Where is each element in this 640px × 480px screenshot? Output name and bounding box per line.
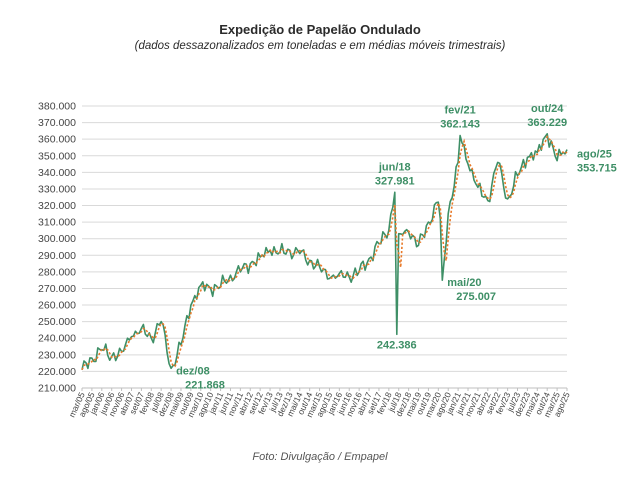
- y-tick-label: 300.000: [38, 233, 76, 245]
- y-tick-label: 270.000: [38, 283, 76, 295]
- annotation-label: out/24: [531, 103, 564, 115]
- annotations: dez/08 221.868 jun/18 327.981 242.386 mai/20 2…: [176, 103, 617, 391]
- annotation-label: ago/25: [577, 149, 612, 161]
- annotation-label: jun/18: [378, 161, 411, 173]
- annotation-value: 353.715: [577, 163, 617, 175]
- annotation-value: 363.229: [527, 117, 567, 129]
- annotation-value: 275.007: [456, 291, 496, 303]
- y-tick-label: 360.000: [38, 134, 76, 146]
- y-tick-label: 370.000: [38, 117, 76, 129]
- y-tick-label: 220.000: [38, 366, 76, 378]
- chart-title: Expedição de Papelão Ondulado: [219, 22, 421, 37]
- y-axis: 210.000 220.000 230.000 240.000 250.000 260.0…: [38, 101, 76, 395]
- y-tick-label: 310.000: [38, 217, 76, 229]
- series-line-expedicao: [81, 133, 568, 370]
- y-tick-label: 280.000: [38, 266, 76, 278]
- y-tick-label: 350.000: [38, 150, 76, 162]
- annotation-value: 242.386: [377, 339, 417, 351]
- annotation-value: 362.143: [440, 119, 480, 131]
- y-tick-label: 230.000: [38, 349, 76, 361]
- annotation-value: 327.981: [375, 175, 415, 187]
- x-axis: mar/05ago/05jan/06jun/06nov/06abr/07set/…: [67, 388, 572, 419]
- y-tick-label: 250.000: [38, 316, 76, 328]
- y-tick-label: 320.000: [38, 200, 76, 212]
- annotation-label: fev/21: [445, 105, 476, 117]
- series-line-media-movel: [81, 134, 568, 371]
- y-tick-label: 210.000: [38, 383, 76, 395]
- photo-credit: Foto: Divulgação / Empapel: [252, 451, 388, 463]
- y-tick-label: 330.000: [38, 183, 76, 195]
- y-tick-label: 340.000: [38, 167, 76, 179]
- series-lines: [81, 133, 568, 371]
- y-tick-label: 290.000: [38, 250, 76, 262]
- chart-subtitle: (dados dessazonalizados em toneladas e e…: [134, 40, 506, 52]
- y-tick-label: 240.000: [38, 333, 76, 345]
- grid-lines: [82, 105, 567, 389]
- annotation-label: mai/20: [447, 277, 481, 289]
- annotation-value: 221.868: [185, 379, 225, 391]
- annotation-label: dez/08: [176, 365, 210, 377]
- y-tick-label: 260.000: [38, 300, 76, 312]
- y-tick-label: 380.000: [38, 101, 76, 113]
